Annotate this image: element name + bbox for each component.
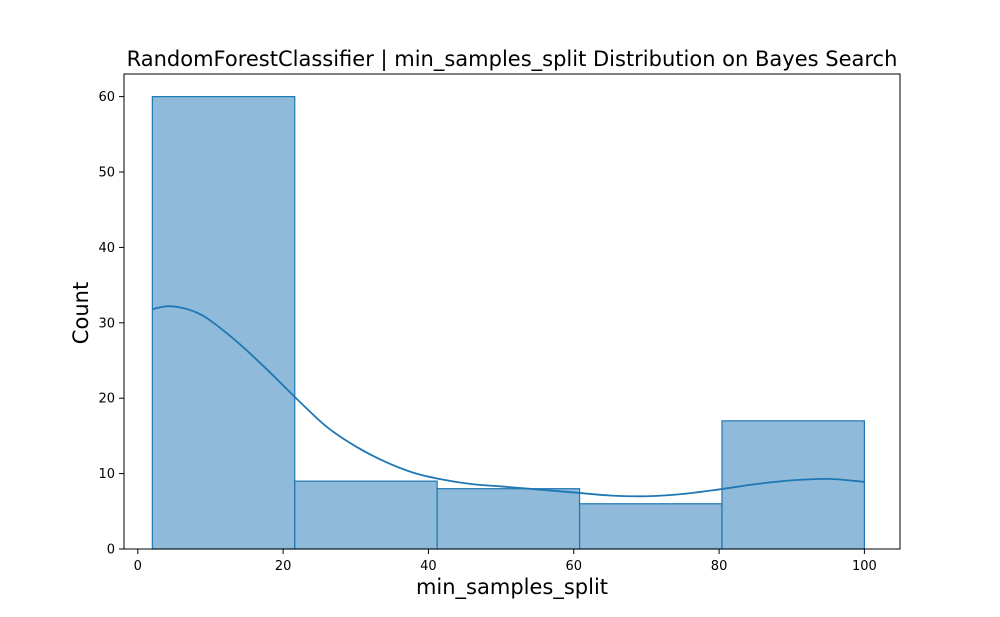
y-axis-ticks: 0 10 20 30 40 50 60 <box>98 90 124 558</box>
x-tick-label: 60 <box>565 559 582 574</box>
y-tick-label: 50 <box>98 166 115 181</box>
y-axis-label: Count <box>69 282 93 344</box>
histogram-bar-0 <box>151 96 296 550</box>
chart-title: RandomForestClassifier | min_samples_spl… <box>127 47 898 72</box>
y-tick-label: 60 <box>98 90 115 105</box>
x-tick-label: 0 <box>134 559 142 574</box>
plot-frame <box>123 73 901 550</box>
y-tick-label: 40 <box>98 241 115 256</box>
histogram-bar-4 <box>721 420 865 550</box>
y-tick-label: 30 <box>98 316 115 331</box>
y-tick-label: 0 <box>107 543 115 558</box>
x-axis-label: min_samples_split <box>416 575 608 600</box>
histogram-bar-2 <box>436 488 581 550</box>
x-tick-label: 20 <box>275 559 292 574</box>
y-tick-label: 10 <box>98 467 115 482</box>
x-axis-ticks: 0 20 40 60 80 100 <box>134 549 877 574</box>
x-tick-label: 100 <box>852 559 877 574</box>
x-tick-label: 40 <box>420 559 437 574</box>
histogram-bar-3 <box>578 503 723 550</box>
histogram-bar-1 <box>294 480 438 550</box>
x-tick-label: 80 <box>711 559 728 574</box>
y-tick-label: 20 <box>98 392 115 407</box>
histogram-bars <box>151 96 865 550</box>
kde-curve <box>152 305 865 498</box>
